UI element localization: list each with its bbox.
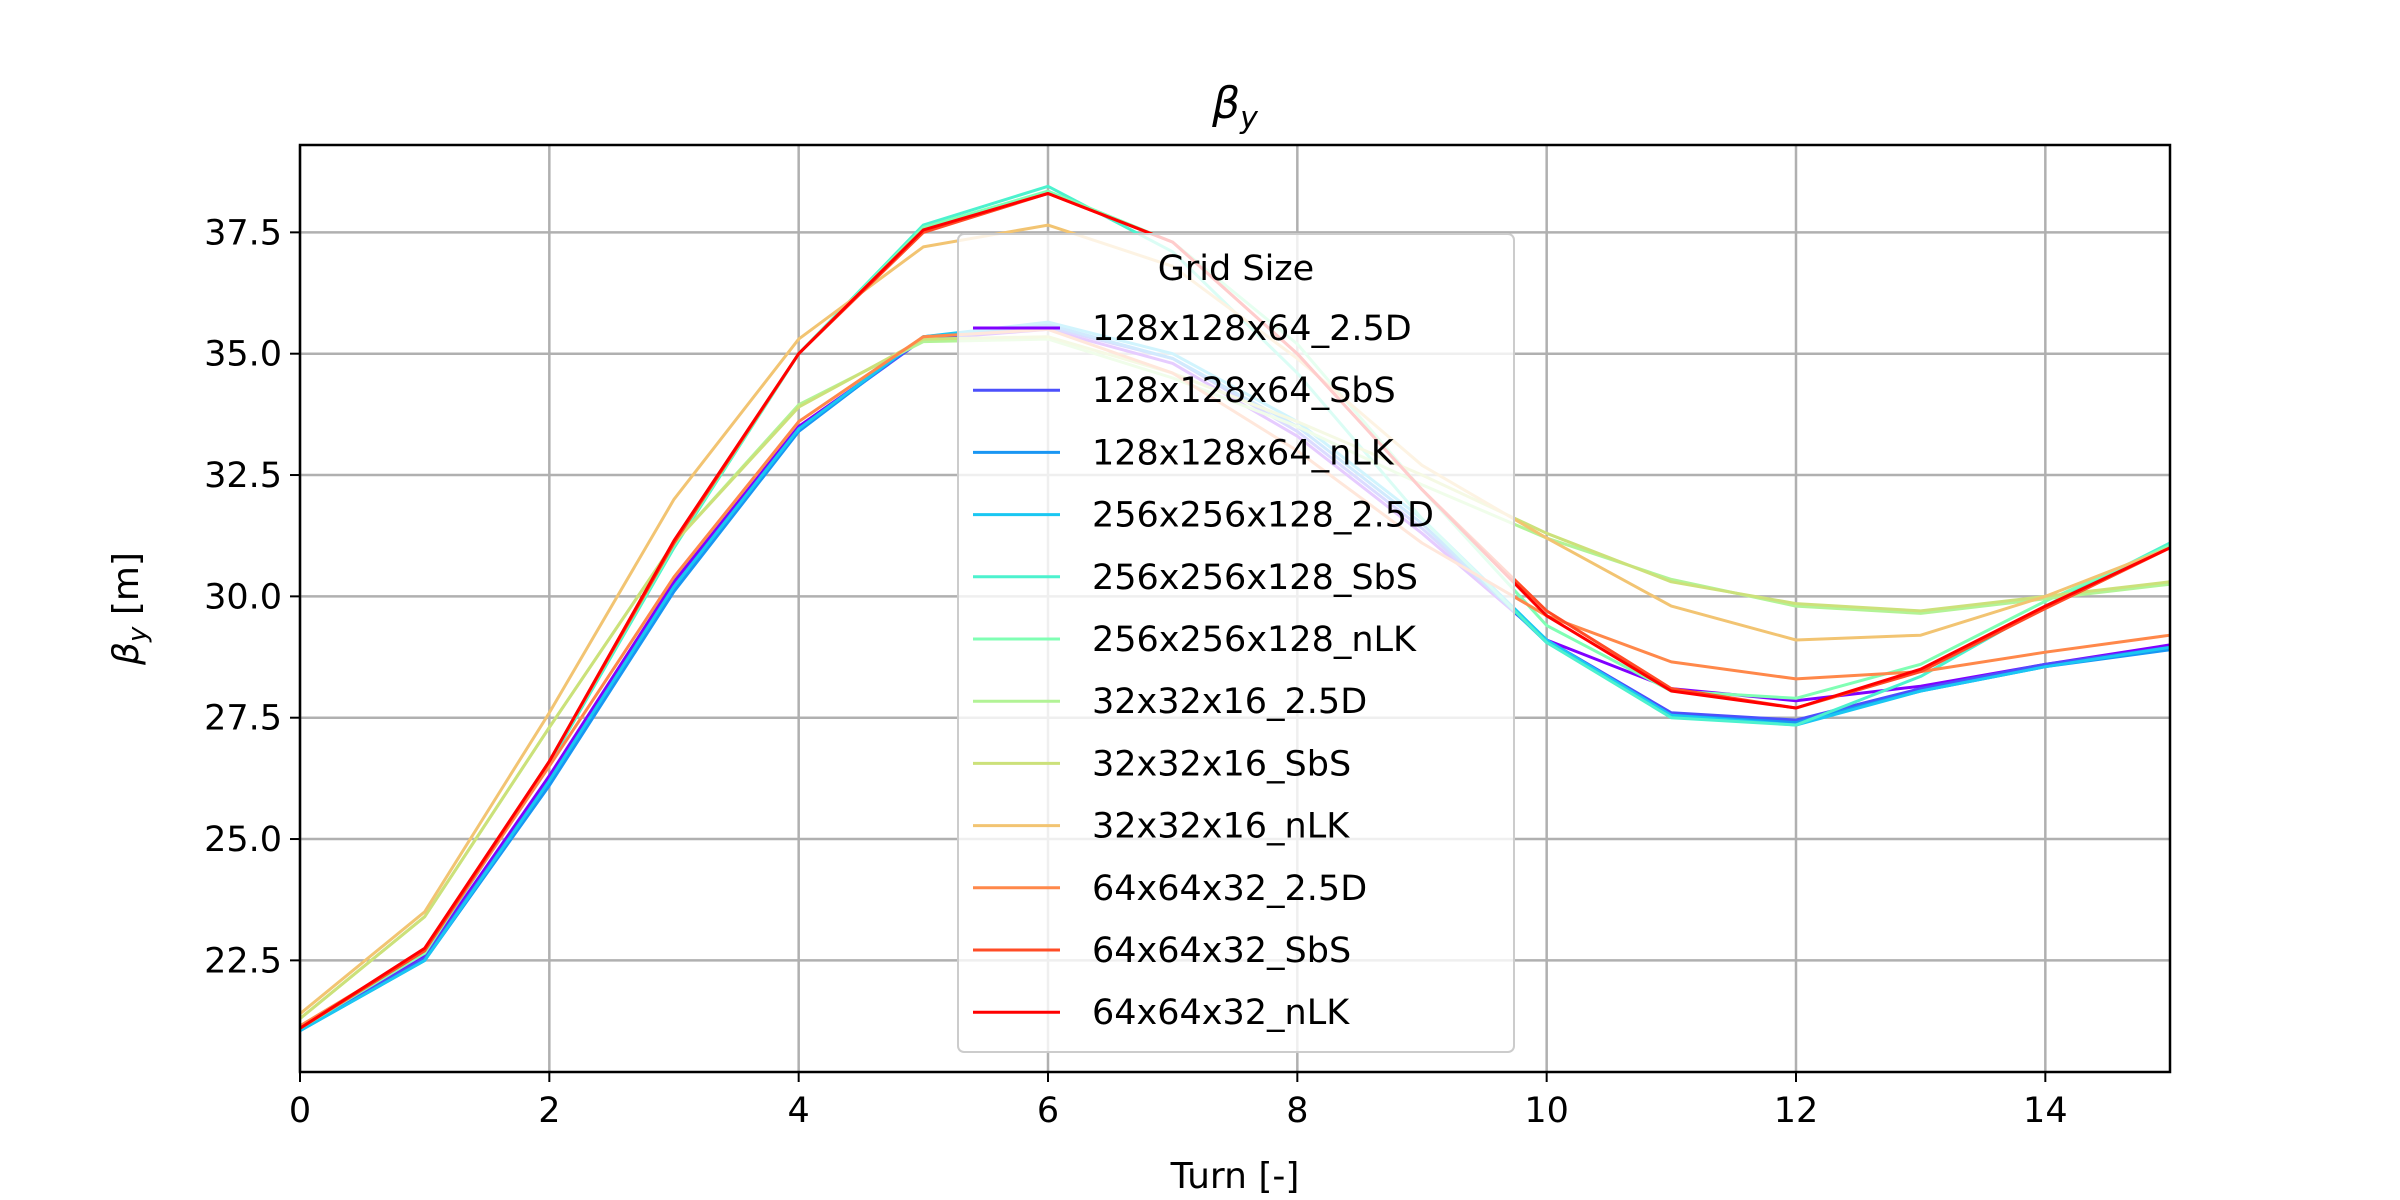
x-tick-label: 14 [2023, 1091, 2068, 1131]
ticks: 0 2 4 6 8 10 12 14 22.5 25.0 27.5 30.0 32.5 35.0 37.5 [204, 213, 2068, 1131]
y-tick-label: 25.0 [204, 820, 282, 860]
legend-label: 256x256x128_SbS [1092, 558, 1418, 598]
legend-label: 64x64x32_2.5D [1092, 869, 1367, 909]
legend-label: 64x64x32_nLK [1092, 993, 1350, 1033]
legend-box [957, 233, 1515, 1053]
legend-items: 128x128x64_2.5D 128x128x64_SbS 128x128x64_… [973, 309, 1434, 1033]
legend-label: 256x256x128_2.5D [1092, 496, 1434, 536]
x-tick-label: 8 [1286, 1091, 1308, 1131]
legend-label: 128x128x64_2.5D [1092, 309, 1412, 349]
y-axis-label: βy [m] [106, 552, 153, 666]
y-tick-label: 22.5 [204, 941, 282, 981]
legend-title: Grid Size [1158, 249, 1314, 289]
legend-label: 128x128x64_nLK [1092, 433, 1395, 473]
x-tick-label: 10 [1524, 1091, 1569, 1131]
legend-label: 128x128x64_SbS [1092, 371, 1396, 411]
y-tick-label: 37.5 [204, 213, 282, 253]
legend-label: 32x32x16_SbS [1092, 744, 1351, 784]
x-tick-label: 2 [538, 1091, 560, 1131]
plot-frame [298, 143, 2172, 1074]
x-tick-label: 4 [788, 1091, 810, 1131]
x-tick-label: 6 [1037, 1091, 1059, 1131]
y-tick-label: 27.5 [204, 699, 282, 739]
legend-label: 32x32x16_nLK [1092, 807, 1350, 847]
chart-title: βy [1211, 78, 1259, 136]
legend-label: 32x32x16_2.5D [1092, 682, 1367, 722]
y-tick-label: 32.5 [204, 456, 282, 496]
x-axis-label: Turn [-] [1170, 1156, 1300, 1197]
legend: Grid Size 128x128x64_2.5D128x128x64_SbS1… [957, 233, 1515, 1053]
y-tick-label: 30.0 [204, 577, 282, 617]
y-tick-label: 35.0 [204, 335, 282, 375]
legend-label: 64x64x32_SbS [1092, 931, 1351, 971]
x-tick-label: 0 [289, 1091, 311, 1131]
legend-label: 256x256x128_nLK [1092, 620, 1417, 660]
x-tick-label: 12 [1774, 1091, 1819, 1131]
